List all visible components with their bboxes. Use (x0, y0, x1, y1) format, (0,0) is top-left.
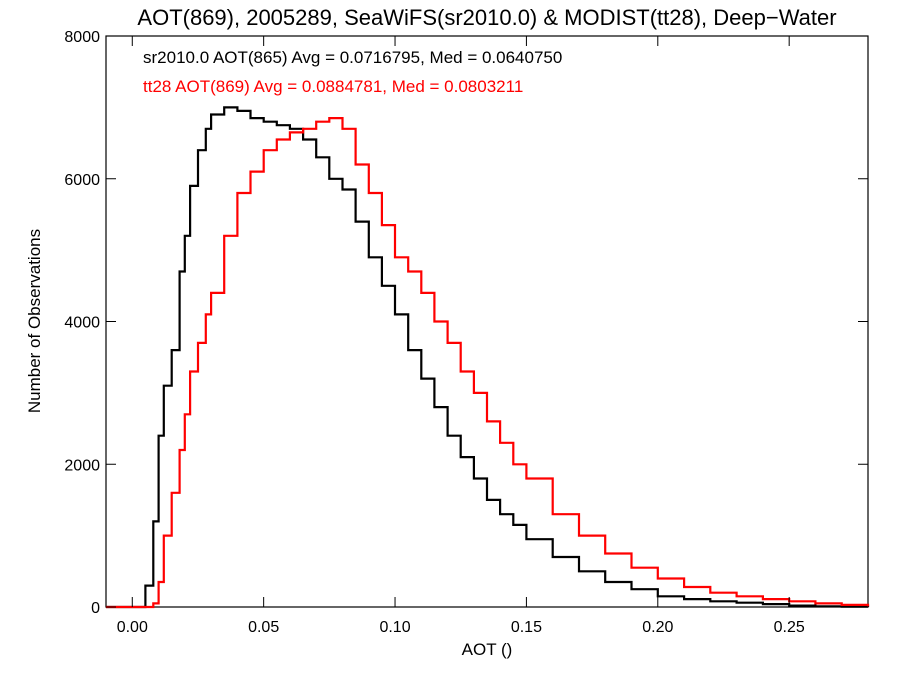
chart-title: AOT(869), 2005289, SeaWiFS(sr2010.0) & M… (137, 5, 836, 30)
x-tick-label: 0.05 (248, 619, 279, 636)
y-tick-label: 0 (91, 600, 100, 617)
y-tick-label: 6000 (64, 172, 100, 189)
series-layer (106, 106, 870, 609)
x-tick-label: 0.20 (642, 619, 673, 636)
ticks-layer: 0.00 0.05 0.10 0.15 0.20 0.25 0 2000 4000 6000 800… (64, 29, 868, 636)
plot-area: 0.00 0.05 0.10 0.15 0.20 0.25 0 2000 4000 6000 800… (64, 29, 870, 636)
plot-frame (105, 35, 869, 608)
y-tick-label: 4000 (64, 315, 100, 332)
red-series-stats: tt28 AOT(869) Avg = 0.0884781, Med = 0.0… (143, 77, 523, 96)
y-tick-label: 8000 (64, 29, 100, 46)
y-tick-label: 2000 (64, 457, 100, 474)
x-axis-label: AOT () (462, 640, 513, 659)
x-tick-label: 0.25 (774, 619, 805, 636)
red-series-line (106, 117, 870, 609)
x-tick-label: 0.00 (117, 619, 148, 636)
x-tick-label: 0.15 (511, 619, 542, 636)
x-tick-label: 0.10 (379, 619, 410, 636)
black-series-stats: sr2010.0 AOT(865) Avg = 0.0716795, Med =… (143, 48, 562, 67)
black-series-line (106, 106, 870, 609)
y-axis-label: Number of Observations (25, 229, 44, 413)
